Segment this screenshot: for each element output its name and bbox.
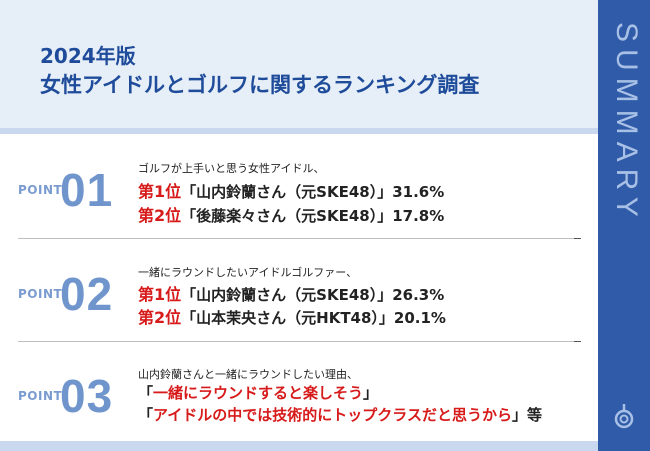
rank-text: 「山内鈴蘭さん（元SKE48）」26.3% [181, 286, 445, 304]
header-panel [0, 0, 598, 128]
quote-close: 」 [511, 406, 527, 424]
point-label: POINT [18, 389, 63, 403]
rank-row: 第2位「山本茉央さん（元HKT48）」20.1% [138, 304, 446, 328]
rank-text: 「山内鈴蘭さん（元SKE48）」31.6% [181, 183, 445, 201]
point-number: 01 [60, 164, 114, 216]
point-subtitle: ゴルフが上手いと思う女性アイドル、 [138, 162, 325, 175]
bottom-bar [0, 441, 598, 451]
point-subtitle: 山内鈴蘭さんと一緒にラウンドしたい理由、 [138, 368, 358, 381]
rank-row: 第1位「山内鈴蘭さん（元SKE48）」31.6% [138, 178, 444, 202]
divider [18, 341, 580, 342]
rank-position: 第1位 [138, 285, 182, 304]
rank-row: 第2位「後藤楽々さん（元SKE48）」17.8% [138, 202, 444, 226]
page-title: 女性アイドルとゴルフに関するランキング調査 [40, 73, 480, 97]
point-label: POINT [18, 183, 63, 197]
point-label: POINT [18, 287, 63, 301]
rank-text: 「山本茉央さん（元HKT48）」20.1% [181, 309, 446, 327]
quote-open: 「 [138, 384, 154, 402]
title-year: 2024年版 [40, 44, 136, 68]
point-number: 03 [60, 370, 114, 422]
point-number: 02 [60, 268, 114, 320]
sidebar [598, 0, 650, 451]
summary-label: SUMMARY [610, 22, 643, 224]
reason-text: 一緒にラウンドすると楽しそう [153, 384, 364, 402]
divider-mark [574, 341, 581, 342]
rank-row: 第1位「山内鈴蘭さん（元SKE48）」26.3% [138, 281, 444, 305]
header-underline [0, 128, 598, 134]
rank-position: 第2位 [138, 308, 182, 327]
rank-position: 第1位 [138, 182, 182, 201]
magnifier-icon [614, 404, 634, 429]
reason-line: 「一緒にラウンドすると楽しそう」 [138, 382, 378, 403]
quote-open: 「 [138, 406, 154, 424]
reason-line: 「アイドルの中では技術的にトップクラスだと思うから」等 [138, 404, 542, 425]
point-subtitle: 一緒にラウンドしたいアイドルゴルファー、 [138, 266, 358, 279]
reason-suffix: 等 [526, 406, 542, 424]
quote-close: 」 [363, 384, 379, 402]
reason-text: アイドルの中では技術的にトップクラスだと思うから [153, 406, 512, 424]
divider [18, 238, 580, 239]
rank-text: 「後藤楽々さん（元SKE48）」17.8% [181, 207, 445, 225]
divider-mark [574, 238, 581, 239]
rank-position: 第2位 [138, 206, 182, 225]
